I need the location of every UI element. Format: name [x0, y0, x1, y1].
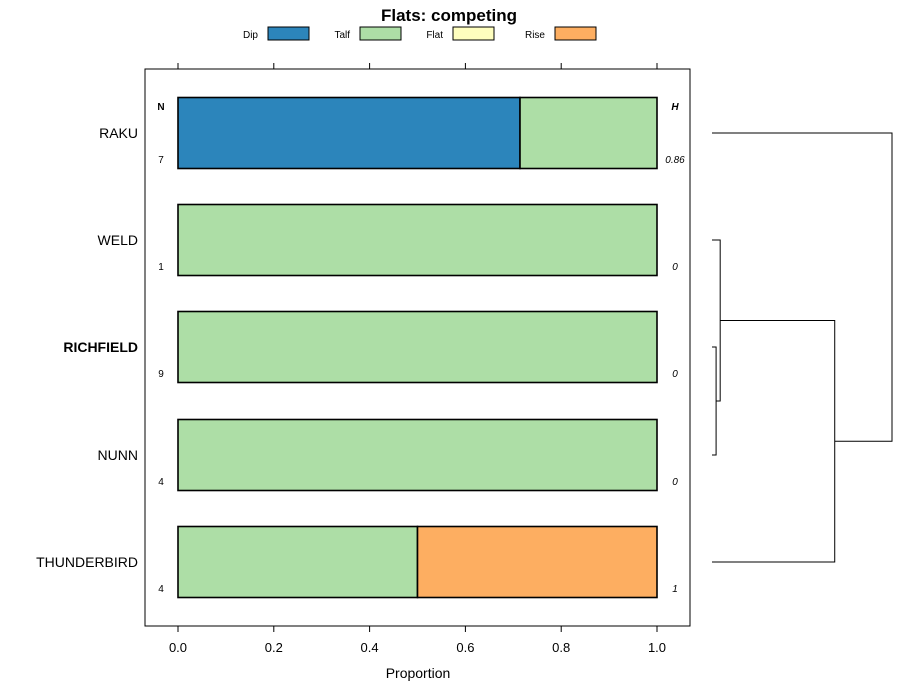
x-tick-label: 0.2	[265, 640, 283, 655]
row-label-raku: RAKU	[99, 125, 138, 141]
h-value-thunderbird: 1	[672, 584, 678, 595]
h-value-richfield: 0	[672, 369, 678, 380]
plot-frame	[144, 68, 691, 627]
bars	[177, 96, 658, 599]
legend-swatch-rise	[554, 26, 597, 41]
chart-title: Flats: competing	[381, 6, 517, 25]
row-label-thunderbird: THUNDERBIRD	[36, 554, 138, 570]
x-axis: 0.0 0.2 0.4 0.6 0.8 1.0	[169, 63, 666, 655]
x-tick-label: 0.0	[169, 640, 187, 655]
x-tick-label: 1.0	[648, 640, 666, 655]
row-labels: RAKU WELD RICHFIELD NUNN THUNDERBIRD	[36, 125, 138, 570]
legend-swatch-talf	[359, 26, 402, 41]
legend-label-flat: Flat	[426, 30, 443, 41]
legend-swatch-flat	[452, 26, 495, 41]
legend-swatch-dip	[267, 26, 310, 41]
bar-segment-weld-talf	[177, 203, 658, 277]
legend: Dip Talf Flat Rise	[243, 26, 597, 41]
dendrogram	[712, 132, 893, 563]
row-label-richfield: RICHFIELD	[63, 339, 138, 355]
dendrogram-branch-4	[712, 132, 893, 442]
n-header: N	[157, 102, 164, 113]
x-tick-label: 0.6	[456, 640, 474, 655]
dendrogram-branch-1	[712, 346, 717, 456]
x-tick-label: 0.8	[552, 640, 570, 655]
n-h-labels: N H 7 0.86 1 0 9 0 4 0 4 1	[157, 102, 685, 595]
legend-label-dip: Dip	[243, 30, 258, 41]
row-label-weld: WELD	[98, 232, 138, 248]
x-axis-label: Proportion	[386, 665, 451, 681]
n-value-nunn: 4	[158, 477, 164, 488]
row-label-nunn: NUNN	[98, 447, 138, 463]
bar-segment-nunn-talf	[177, 418, 658, 492]
h-value-weld: 0	[672, 262, 678, 273]
n-value-richfield: 9	[158, 369, 164, 380]
bar-segment-raku-talf	[519, 96, 658, 170]
n-value-raku: 7	[158, 155, 164, 166]
dendrogram-branch-3	[712, 320, 836, 563]
n-value-thunderbird: 4	[158, 584, 164, 595]
bar-segment-raku-dip	[177, 96, 521, 170]
h-value-nunn: 0	[672, 477, 678, 488]
x-tick-label: 0.4	[361, 640, 379, 655]
n-value-weld: 1	[158, 262, 164, 273]
bar-segment-thunderbird-talf	[177, 525, 419, 599]
h-value-raku: 0.86	[665, 155, 685, 166]
legend-label-talf: Talf	[334, 30, 350, 41]
h-header: H	[671, 102, 679, 113]
legend-label-rise: Rise	[525, 30, 545, 41]
bar-segment-thunderbird-rise	[416, 525, 658, 599]
bar-segment-richfield-talf	[177, 310, 658, 384]
